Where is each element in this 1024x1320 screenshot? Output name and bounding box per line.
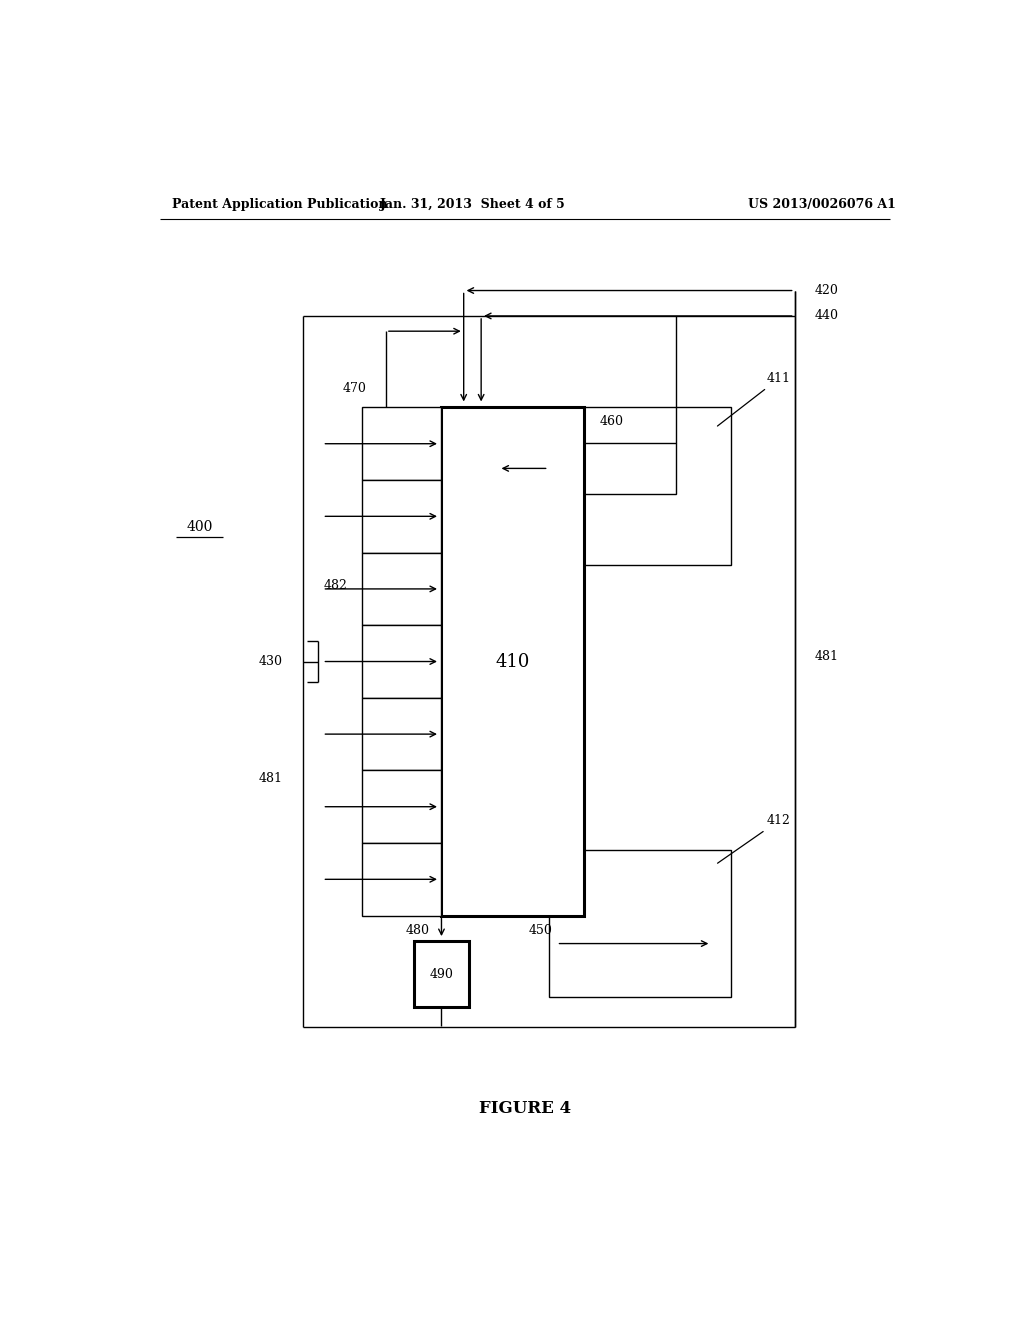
Text: 470: 470: [342, 383, 367, 395]
Bar: [362, 408, 441, 480]
Bar: [362, 771, 441, 843]
Text: 482: 482: [324, 578, 348, 591]
Text: 411: 411: [718, 372, 791, 426]
Bar: [549, 408, 731, 565]
Text: 480: 480: [406, 924, 430, 937]
Bar: [549, 444, 676, 494]
Bar: [441, 408, 585, 916]
Text: 460: 460: [600, 414, 624, 428]
Text: 400: 400: [186, 520, 213, 535]
Text: Jan. 31, 2013  Sheet 4 of 5: Jan. 31, 2013 Sheet 4 of 5: [380, 198, 566, 211]
Text: Patent Application Publication: Patent Application Publication: [172, 198, 387, 211]
Bar: [362, 553, 441, 626]
Text: 490: 490: [429, 968, 454, 981]
Bar: [362, 843, 441, 916]
Text: 481: 481: [814, 649, 839, 663]
Text: 450: 450: [528, 924, 553, 937]
Bar: [549, 850, 731, 997]
Text: 410: 410: [496, 652, 530, 671]
Text: FIGURE 4: FIGURE 4: [479, 1101, 570, 1117]
Bar: [414, 941, 469, 1007]
Bar: [362, 698, 441, 771]
Text: 412: 412: [718, 814, 791, 863]
Text: 440: 440: [814, 309, 839, 322]
Bar: [362, 626, 441, 698]
Text: 481: 481: [259, 772, 283, 785]
Text: 430: 430: [259, 655, 283, 668]
Text: 420: 420: [814, 284, 839, 297]
Bar: [362, 480, 441, 553]
Text: US 2013/0026076 A1: US 2013/0026076 A1: [749, 198, 896, 211]
